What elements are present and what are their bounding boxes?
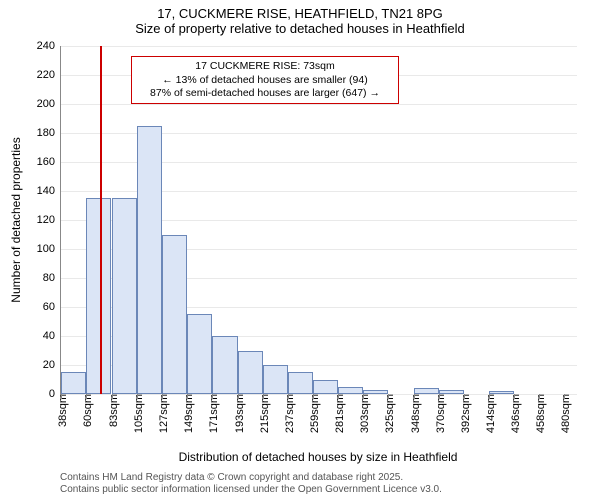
x-tick-mark <box>112 394 113 399</box>
x-tick-mark <box>162 394 163 399</box>
histogram-bar <box>263 365 288 394</box>
x-tick-mark <box>288 394 289 399</box>
gridline <box>61 46 577 47</box>
annotation-line: 87% of semi-detached houses are larger (… <box>137 87 393 100</box>
y-tick-label: 20 <box>43 359 61 371</box>
chart-title: 17, CUCKMERE RISE, HEATHFIELD, TN21 8PG … <box>0 0 600 36</box>
y-tick-label: 160 <box>37 156 61 168</box>
x-tick-mark <box>187 394 188 399</box>
y-tick-label: 60 <box>43 301 61 313</box>
x-tick-mark <box>338 394 339 399</box>
x-tick-label: 348sqm <box>406 394 422 433</box>
annotation-box: 17 CUCKMERE RISE: 73sqm← 13% of detached… <box>131 56 399 103</box>
x-tick-mark <box>514 394 515 399</box>
y-tick-label: 40 <box>43 330 61 342</box>
x-tick-mark <box>137 394 138 399</box>
histogram-bar <box>212 336 237 394</box>
gridline <box>61 104 577 105</box>
x-tick-label: 193sqm <box>230 394 246 433</box>
annotation-line: ← 13% of detached houses are smaller (94… <box>137 74 393 87</box>
x-tick-mark <box>363 394 364 399</box>
x-tick-mark <box>313 394 314 399</box>
x-tick-label: 149sqm <box>179 394 195 433</box>
x-tick-mark <box>263 394 264 399</box>
x-tick-mark <box>238 394 239 399</box>
y-tick-label: 120 <box>37 214 61 226</box>
x-tick-label: 480sqm <box>556 394 572 433</box>
footer-line-1: Contains HM Land Registry data © Crown c… <box>60 472 442 484</box>
y-tick-label: 200 <box>37 98 61 110</box>
x-tick-mark <box>539 394 540 399</box>
histogram-bar <box>187 314 212 394</box>
x-tick-label: 281sqm <box>330 394 346 433</box>
y-tick-label: 100 <box>37 243 61 255</box>
histogram-bar <box>238 351 263 395</box>
x-tick-mark <box>564 394 565 399</box>
x-tick-mark <box>212 394 213 399</box>
annotation-line: 17 CUCKMERE RISE: 73sqm <box>137 60 393 73</box>
y-tick-label: 80 <box>43 272 61 284</box>
x-tick-label: 414sqm <box>481 394 497 433</box>
histogram-bar <box>137 126 162 394</box>
y-tick-label: 240 <box>37 40 61 52</box>
histogram-bar <box>288 372 313 394</box>
title-line-2: Size of property relative to detached ho… <box>0 21 600 36</box>
x-axis-title: Distribution of detached houses by size … <box>60 450 576 464</box>
x-tick-mark <box>86 394 87 399</box>
reference-line <box>100 46 102 394</box>
x-tick-label: 303sqm <box>355 394 371 433</box>
x-tick-label: 259sqm <box>305 394 321 433</box>
histogram-bar <box>313 380 338 395</box>
footer-attribution: Contains HM Land Registry data © Crown c… <box>60 472 442 496</box>
title-line-1: 17, CUCKMERE RISE, HEATHFIELD, TN21 8PG <box>0 6 600 21</box>
x-tick-mark <box>439 394 440 399</box>
y-tick-label: 220 <box>37 69 61 81</box>
x-tick-label: 215sqm <box>255 394 271 433</box>
histogram-plot-area: 02040608010012014016018020022024038sqm60… <box>60 46 577 395</box>
x-tick-mark <box>464 394 465 399</box>
histogram-bar <box>338 387 363 394</box>
x-tick-mark <box>61 394 62 399</box>
x-tick-label: 458sqm <box>531 394 547 433</box>
histogram-bar <box>61 372 86 394</box>
x-tick-label: 325sqm <box>380 394 396 433</box>
x-tick-label: 105sqm <box>129 394 145 433</box>
y-axis-title: Number of detached properties <box>9 120 23 320</box>
x-tick-label: 370sqm <box>431 394 447 433</box>
x-tick-mark <box>489 394 490 399</box>
x-tick-mark <box>414 394 415 399</box>
x-tick-mark <box>388 394 389 399</box>
y-tick-label: 180 <box>37 127 61 139</box>
x-tick-label: 392sqm <box>456 394 472 433</box>
histogram-bar <box>86 198 111 394</box>
footer-line-2: Contains public sector information licen… <box>60 484 442 496</box>
x-tick-label: 237sqm <box>280 394 296 433</box>
x-tick-label: 171sqm <box>204 394 220 433</box>
x-tick-label: 127sqm <box>154 394 170 433</box>
histogram-bar <box>162 235 187 395</box>
x-tick-label: 436sqm <box>506 394 522 433</box>
histogram-bar <box>112 198 137 394</box>
y-tick-label: 140 <box>37 185 61 197</box>
